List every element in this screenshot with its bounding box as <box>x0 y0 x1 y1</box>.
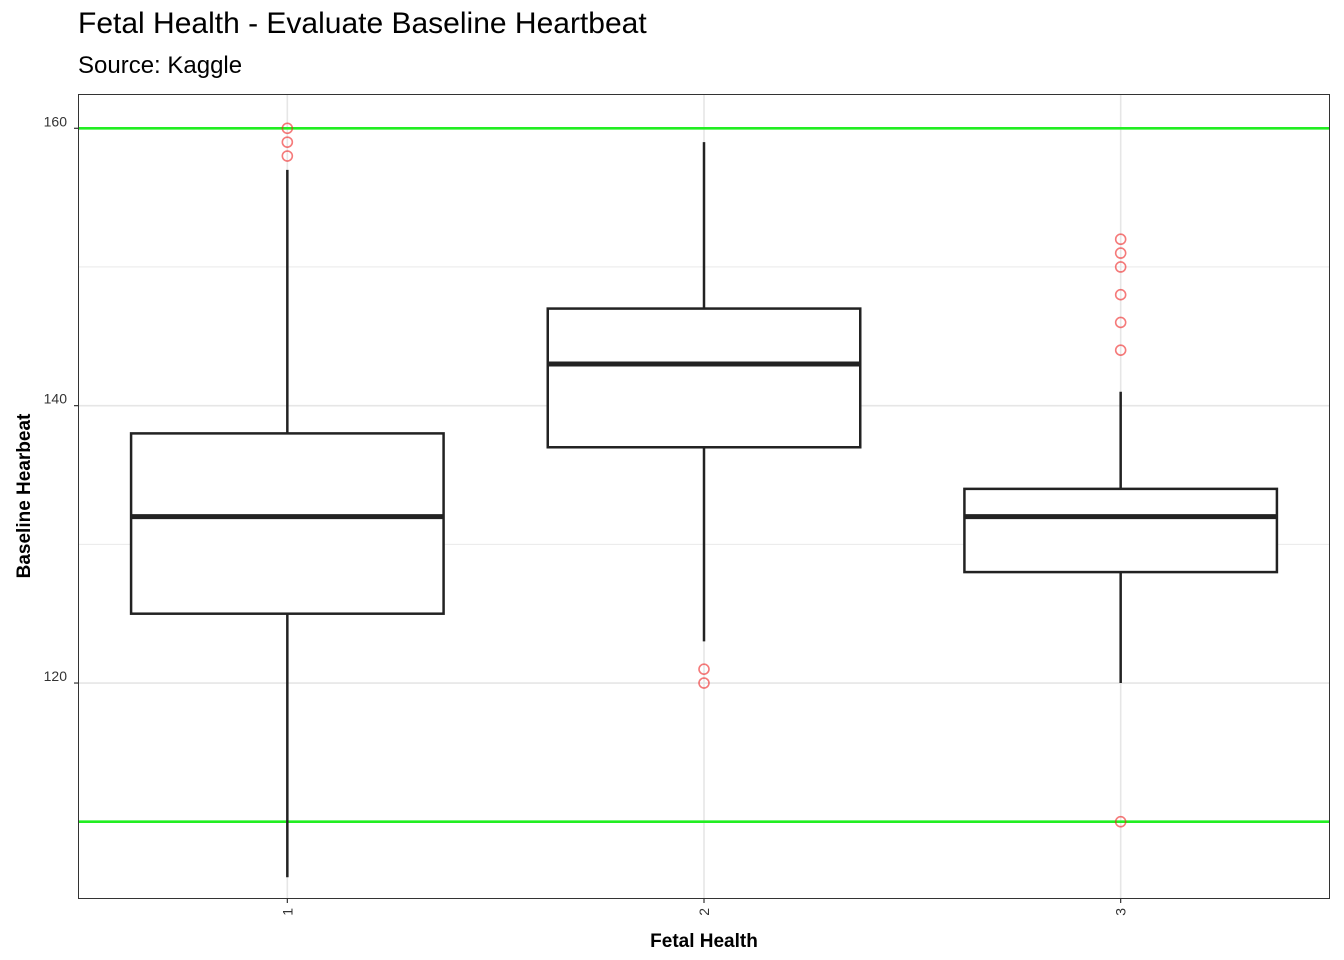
box <box>963 487 1279 574</box>
outliers <box>281 122 1127 828</box>
y-tick-label: 160 <box>44 113 68 129</box>
outlier-point <box>1114 233 1127 246</box>
outlier-point <box>1114 815 1127 828</box>
x-tick-label: 3 <box>1113 908 1129 916</box>
box-group-3 <box>963 391 1279 684</box>
x-tick-label: 2 <box>696 908 712 916</box>
outlier-point <box>1114 261 1127 273</box>
outlier-point <box>1114 247 1127 259</box>
x-axis-title: Fetal Health <box>650 931 758 952</box>
outlier-point <box>281 136 294 148</box>
outlier-point <box>281 122 294 135</box>
box <box>546 307 862 449</box>
chart-title: Fetal Health - Evaluate Baseline Heartbe… <box>78 7 647 40</box>
boxes <box>129 142 1279 878</box>
y-tick-label: 120 <box>44 668 68 684</box>
box-group-1 <box>129 169 445 878</box>
outlier-point <box>1114 316 1127 329</box>
box-group-2 <box>546 142 862 642</box>
axes: 120 140 160 1 2 3 <box>44 113 1129 916</box>
outlier-point <box>281 150 294 162</box>
x-tick-label: 1 <box>279 908 295 916</box>
chart-subtitle: Source: Kaggle <box>78 52 243 79</box>
outlier-point <box>698 663 710 675</box>
outlier-point <box>1114 344 1127 356</box>
y-tick-label: 140 <box>44 391 68 407</box>
y-axis-title: Baseline Hearbeat <box>14 413 35 578</box>
outlier-point <box>698 677 710 689</box>
outlier-point <box>1114 288 1127 301</box>
box <box>129 432 445 615</box>
